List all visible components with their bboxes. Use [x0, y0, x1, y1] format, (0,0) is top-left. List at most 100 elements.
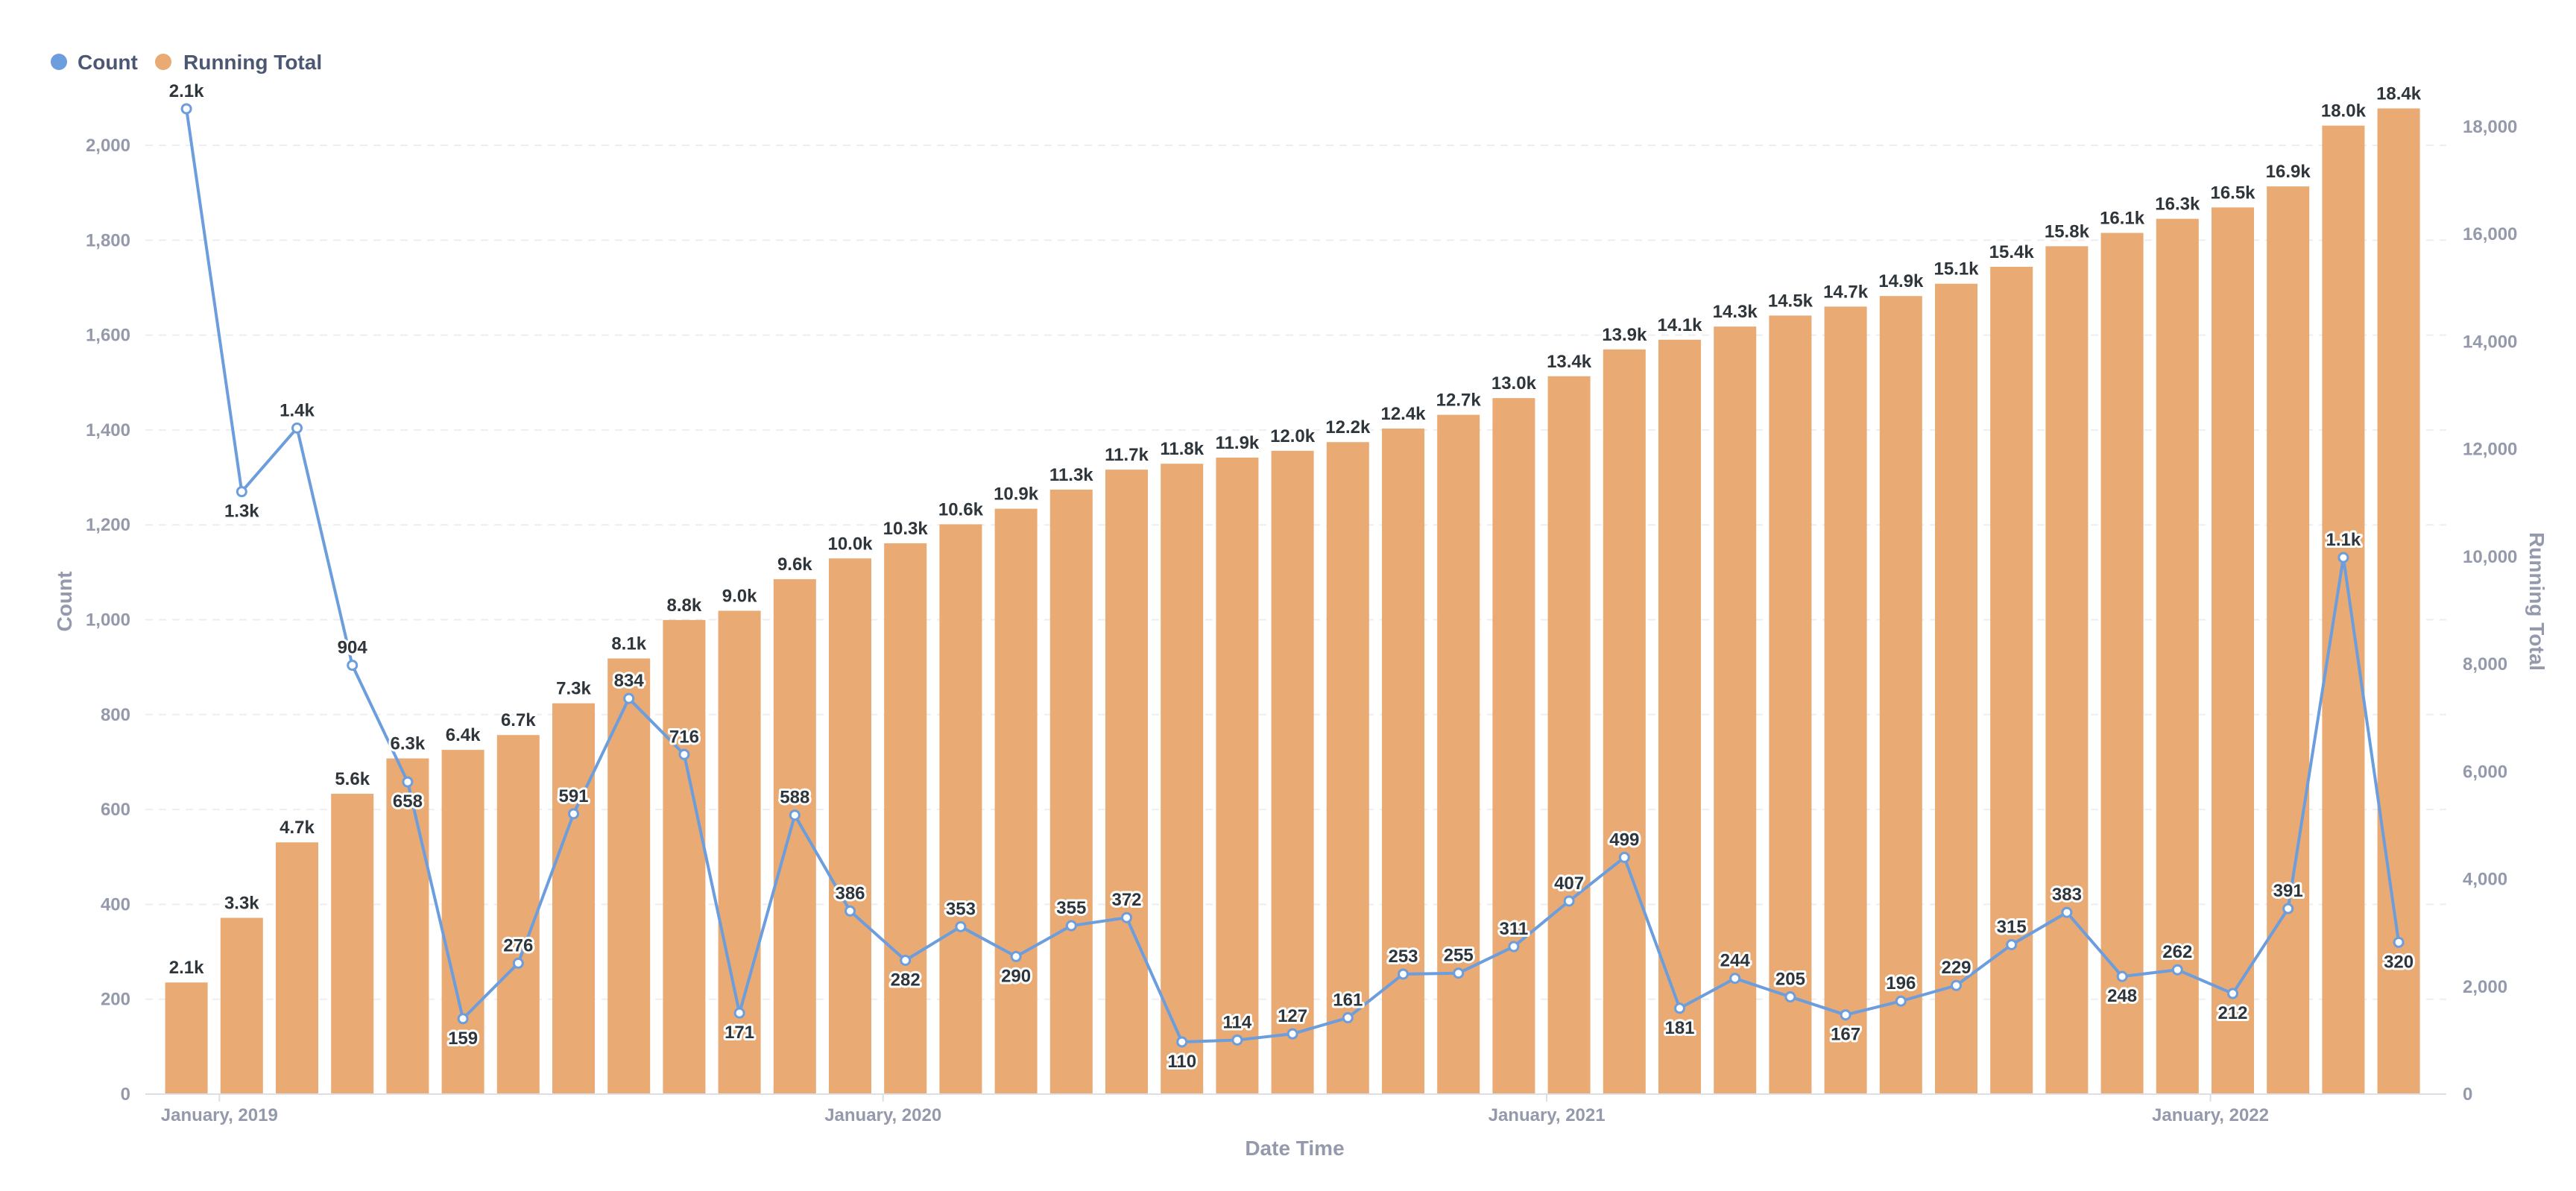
count-point[interactable] [347, 660, 359, 672]
bar-running-total[interactable] [829, 558, 871, 1094]
bar-running-total[interactable] [1603, 349, 1646, 1094]
bar-value-label: 13.0k [1491, 373, 1537, 394]
count-point[interactable] [623, 692, 635, 704]
bar-running-total[interactable] [1049, 489, 1093, 1094]
count-point[interactable] [236, 486, 247, 498]
count-point[interactable] [512, 957, 524, 969]
count-point[interactable] [1508, 941, 1520, 953]
bar-running-total[interactable] [2322, 125, 2365, 1095]
bar-running-total[interactable] [1105, 470, 1148, 1094]
count-point[interactable] [1065, 920, 1077, 932]
count-point[interactable] [2006, 939, 2018, 951]
bar-running-total[interactable] [441, 750, 484, 1094]
count-point[interactable] [2282, 903, 2294, 914]
count-point[interactable] [1287, 1028, 1298, 1040]
count-point[interactable] [1176, 1036, 1188, 1048]
bar-running-total[interactable] [1492, 398, 1535, 1094]
bar-value-label: 11.7k [1105, 445, 1149, 465]
count-point[interactable] [1840, 1009, 1852, 1021]
bar-running-total[interactable] [2267, 186, 2310, 1094]
bar-running-total[interactable] [1437, 414, 1480, 1094]
bar-running-total[interactable] [1216, 457, 1259, 1094]
bar-running-total[interactable] [331, 794, 374, 1094]
count-point[interactable] [789, 809, 801, 821]
bar-running-total[interactable] [2100, 233, 2144, 1094]
count-point[interactable] [1453, 967, 1465, 979]
count-point[interactable] [955, 920, 967, 932]
count-value-label: 407 [1554, 873, 1584, 894]
count-value-label: 114 [1223, 1012, 1252, 1032]
count-point[interactable] [2061, 906, 2073, 918]
bar-running-total[interactable] [1769, 315, 1812, 1094]
bar-running-total[interactable] [1824, 306, 1867, 1094]
bar-running-total[interactable] [165, 982, 208, 1094]
count-point[interactable] [1342, 1012, 1354, 1024]
count-point[interactable] [733, 1007, 745, 1019]
bar-running-total[interactable] [939, 524, 982, 1094]
bar-running-total[interactable] [1714, 326, 1757, 1095]
bar-running-total[interactable] [552, 703, 595, 1094]
bar-running-total[interactable] [2212, 207, 2254, 1094]
count-point[interactable] [291, 422, 303, 434]
count-point[interactable] [1010, 950, 1022, 962]
bar-running-total[interactable] [2377, 108, 2420, 1095]
bar-running-total[interactable] [1879, 296, 1922, 1094]
bar-running-total[interactable] [2045, 246, 2089, 1094]
bar-running-total[interactable] [718, 610, 761, 1094]
count-point[interactable] [2227, 988, 2238, 999]
x-axis-title: Date Time [1245, 1137, 1344, 1160]
count-point[interactable] [2116, 970, 2128, 982]
count-point[interactable] [1231, 1034, 1243, 1046]
bar-running-total[interactable] [220, 917, 263, 1094]
count-point[interactable] [678, 748, 690, 760]
bar-running-total[interactable] [884, 543, 927, 1094]
bar-running-total[interactable] [1271, 450, 1314, 1094]
count-point[interactable] [2393, 936, 2405, 948]
bar-running-total[interactable] [607, 658, 651, 1094]
count-point[interactable] [1895, 995, 1907, 1007]
legend-item-running-total[interactable]: Running Total [155, 51, 322, 74]
count-point[interactable] [180, 103, 192, 115]
count-point[interactable] [1674, 1002, 1685, 1014]
bar-value-label: 7.3k [556, 679, 591, 699]
count-point[interactable] [1398, 968, 1409, 980]
bar-value-label: 6.3k [391, 734, 426, 754]
count-point[interactable] [845, 905, 856, 917]
y-axis-right-ticks: 0 2,000 4,000 6,000 8,000 10,000 12,000 14,000 1… [2463, 117, 2517, 1105]
x-tick-label: January, 2019 [161, 1105, 278, 1125]
count-point[interactable] [2337, 552, 2349, 563]
count-point[interactable] [1618, 851, 1630, 863]
count-point[interactable] [1784, 991, 1796, 1003]
y-left-tick-label: 1,800 [86, 230, 130, 250]
count-value-label: 161 [1333, 991, 1363, 1011]
bar-running-total[interactable] [386, 758, 429, 1094]
bar-running-total[interactable] [1161, 464, 1204, 1094]
count-point[interactable] [568, 808, 579, 820]
y-right-tick-label: 14,000 [2463, 332, 2517, 352]
bar-running-total[interactable] [1990, 266, 2033, 1094]
bar-running-total[interactable] [1382, 428, 1424, 1094]
bar-value-label: 12.4k [1380, 404, 1426, 424]
count-value-label: 1.1k [2326, 530, 2361, 550]
count-point[interactable] [1563, 895, 1575, 907]
y-left-tick-label: 400 [101, 894, 130, 914]
bar-running-total[interactable] [994, 508, 1038, 1094]
x-axis-ticks: January, 2019 January, 2020 January, 2021 J… [161, 1094, 2269, 1125]
count-point[interactable] [1121, 912, 1132, 923]
bar-running-total[interactable] [1935, 283, 1977, 1094]
count-point[interactable] [457, 1013, 469, 1025]
bar-running-total[interactable] [1547, 376, 1591, 1094]
bar-running-total[interactable] [1326, 442, 1369, 1094]
legend-item-count[interactable]: Count [51, 51, 138, 74]
count-point[interactable] [1729, 973, 1741, 985]
bar-running-total[interactable] [663, 619, 706, 1094]
bar-running-total[interactable] [496, 735, 540, 1094]
count-point[interactable] [2171, 964, 2183, 976]
count-point[interactable] [1951, 979, 1962, 991]
count-point[interactable] [900, 955, 912, 967]
bar-running-total[interactable] [773, 579, 816, 1094]
bar-running-total[interactable] [276, 842, 318, 1094]
bar-running-total[interactable] [2156, 218, 2199, 1095]
bar-running-total[interactable] [1658, 339, 1701, 1094]
count-point[interactable] [402, 776, 414, 788]
